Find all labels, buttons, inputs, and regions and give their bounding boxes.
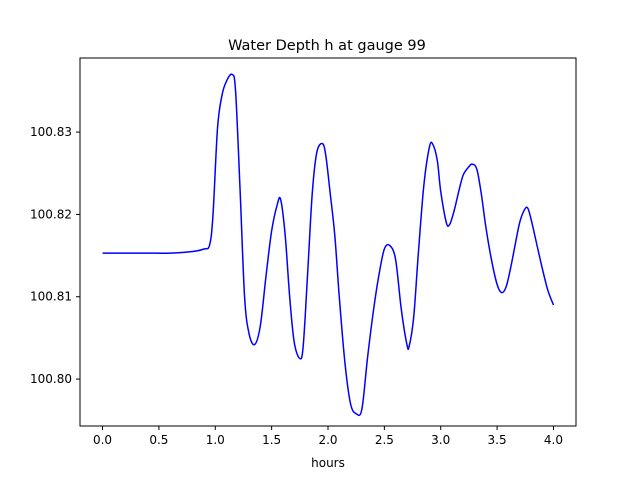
y-tick-label: 100.82: [30, 207, 72, 221]
x-axis-ticks: 0.0 0.5 1.0 1.5 2.0 2.5 3.0 3.5 4.0: [93, 426, 563, 447]
series-line-0: [102, 73, 555, 417]
plot-frame: [79, 57, 577, 427]
y-tick-label: 100.83: [30, 125, 72, 139]
x-axis-label: hours: [311, 456, 345, 470]
x-tick-label: 2.5: [375, 433, 394, 447]
x-tick-label: 1.5: [262, 433, 281, 447]
x-tick-label: 3.0: [431, 433, 450, 447]
x-tick-label: 4.0: [544, 433, 563, 447]
x-tick-label: 1.0: [206, 433, 225, 447]
series-layer: [102, 73, 555, 417]
y-tick-label: 100.80: [30, 372, 72, 386]
chart-title: Water Depth h at gauge 99: [228, 38, 426, 54]
x-tick-label: 0.0: [93, 433, 112, 447]
plot-area: [80, 58, 576, 426]
y-axis-ticks: 100.80 100.81 100.82 100.83: [30, 125, 80, 386]
x-tick-label: 0.5: [149, 433, 168, 447]
y-tick-label: 100.81: [30, 290, 72, 304]
x-tick-label: 2.0: [318, 433, 337, 447]
x-tick-label: 3.5: [488, 433, 507, 447]
